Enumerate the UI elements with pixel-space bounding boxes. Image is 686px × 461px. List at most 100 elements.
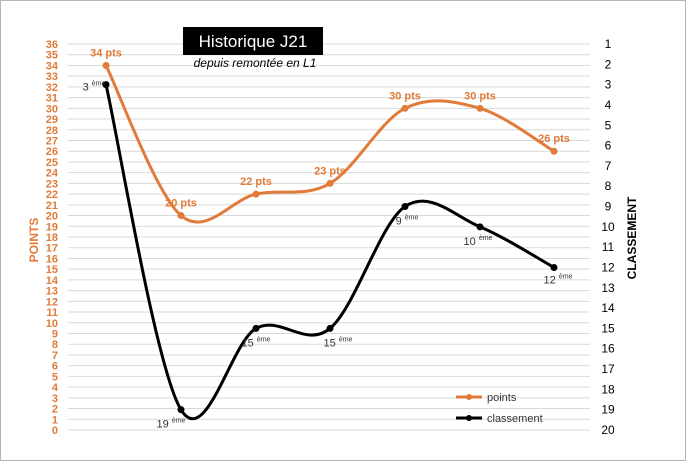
left-tick-label: 9 xyxy=(52,329,58,341)
left-tick-label: 15 xyxy=(46,264,58,276)
left-tick-label: 17 xyxy=(46,243,58,255)
series-layer xyxy=(102,61,558,421)
right-tick-label: 4 xyxy=(605,98,612,112)
classement-marker xyxy=(102,81,110,89)
left-tick-label: 16 xyxy=(46,253,58,265)
classement-rank-suffix: ème xyxy=(257,336,271,343)
right-tick-label: 3 xyxy=(605,78,612,92)
points-marker xyxy=(177,212,185,220)
left-tick-label: 20 xyxy=(46,211,58,223)
right-tick-label: 9 xyxy=(605,200,612,214)
points-data-label: 20 pts xyxy=(165,198,197,210)
classement-rank-suffix: ème xyxy=(172,418,186,425)
left-tick-label: 23 xyxy=(46,178,58,190)
right-tick-label: 19 xyxy=(601,403,615,417)
left-tick-label: 29 xyxy=(46,114,58,126)
left-axis-title: POINTS xyxy=(27,218,41,263)
left-tick-label: 18 xyxy=(46,232,58,244)
legend-points-label: points xyxy=(487,392,517,404)
gridlines xyxy=(68,43,590,431)
left-tick-label: 32 xyxy=(46,82,58,94)
left-tick-label: 11 xyxy=(46,307,58,319)
data-labels: 34 pts 20 pts 22 pts 23 pts 30 pts 30 pts 26 p… xyxy=(83,47,573,430)
left-tick-label: 6 xyxy=(52,361,58,373)
right-tick-label: 10 xyxy=(601,220,615,234)
left-tick-label: 3 xyxy=(52,393,58,405)
left-tick-label: 27 xyxy=(46,136,58,148)
left-tick-label: 35 xyxy=(46,50,58,62)
classement-data-label: 10 ème xyxy=(464,235,493,248)
classement-data-label: 15 ème xyxy=(324,336,353,349)
left-tick-label: 0 xyxy=(52,425,58,437)
left-tick-label: 5 xyxy=(52,371,58,383)
classement-rank-value: 10 xyxy=(464,236,479,248)
classement-marker xyxy=(252,324,260,332)
left-tick-label: 25 xyxy=(46,157,58,169)
left-tick-label: 13 xyxy=(46,286,58,298)
classement-marker xyxy=(326,324,334,332)
right-tick-label: 5 xyxy=(605,118,612,132)
left-tick-label: 26 xyxy=(46,146,58,158)
right-tick-label: 7 xyxy=(605,159,612,173)
left-tick-label: 4 xyxy=(52,382,59,394)
right-tick-label: 6 xyxy=(605,139,612,153)
title-box: Historique J21 xyxy=(183,27,323,55)
legend: points classement xyxy=(456,392,543,425)
points-data-label: 22 pts xyxy=(240,176,272,188)
left-tick-label: 36 xyxy=(46,39,58,51)
right-tick-label: 17 xyxy=(601,362,615,376)
classement-rank-value: 9 xyxy=(396,216,405,228)
points-marker xyxy=(252,190,260,198)
left-tick-label: 2 xyxy=(52,404,58,416)
points-marker xyxy=(326,179,334,187)
points-data-label: 26 pts xyxy=(538,133,570,145)
left-tick-label: 28 xyxy=(46,125,58,137)
points-marker xyxy=(550,147,558,155)
classement-marker xyxy=(401,203,409,211)
right-tick-label: 16 xyxy=(601,342,615,356)
right-tick-label: 8 xyxy=(605,179,612,193)
classement-line xyxy=(104,84,555,421)
left-tick-label: 10 xyxy=(46,318,58,330)
right-tick-label: 11 xyxy=(602,240,615,254)
left-tick-label: 34 xyxy=(46,60,59,72)
legend-classement-marker xyxy=(466,415,472,421)
left-tick-label: 22 xyxy=(46,189,58,201)
left-tick-label: 7 xyxy=(52,350,58,362)
classement-marker xyxy=(476,223,484,231)
points-data-label: 23 pts xyxy=(314,165,346,177)
points-marker xyxy=(102,61,110,69)
legend-points-marker xyxy=(466,394,472,400)
left-tick-label: 19 xyxy=(46,221,58,233)
left-tick-label: 31 xyxy=(46,93,58,105)
points-marker xyxy=(401,104,409,112)
classement-rank-value: 3 xyxy=(83,82,92,94)
classement-rank-value: 15 xyxy=(242,337,257,349)
classement-rank-suffix: ème xyxy=(405,215,419,222)
left-tick-label: 12 xyxy=(46,296,58,308)
classement-rank-value: 15 xyxy=(324,337,339,349)
right-tick-label: 13 xyxy=(601,281,615,295)
points-marker xyxy=(476,104,484,112)
classement-data-label: 3 ème xyxy=(83,81,106,94)
right-tick-label: 12 xyxy=(601,260,615,274)
classement-rank-suffix: ème xyxy=(559,273,573,280)
left-tick-label: 33 xyxy=(46,71,58,83)
points-data-label: 30 pts xyxy=(389,90,421,102)
left-tick-label: 21 xyxy=(46,200,58,212)
classement-rank-suffix: ème xyxy=(479,235,493,242)
left-tick-label: 8 xyxy=(52,339,58,351)
classement-data-label: 19 ème xyxy=(157,418,186,431)
right-tick-label: 20 xyxy=(601,423,615,437)
chart-title: Historique J21 xyxy=(199,32,308,51)
classement-rank-suffix: ème xyxy=(339,336,353,343)
right-axis-title: CLASSEMENT xyxy=(625,196,639,279)
title-background xyxy=(183,27,323,55)
classement-rank-value: 19 xyxy=(157,419,172,431)
left-tick-label: 24 xyxy=(46,168,59,180)
classement-rank-suffix: ème xyxy=(92,81,106,88)
